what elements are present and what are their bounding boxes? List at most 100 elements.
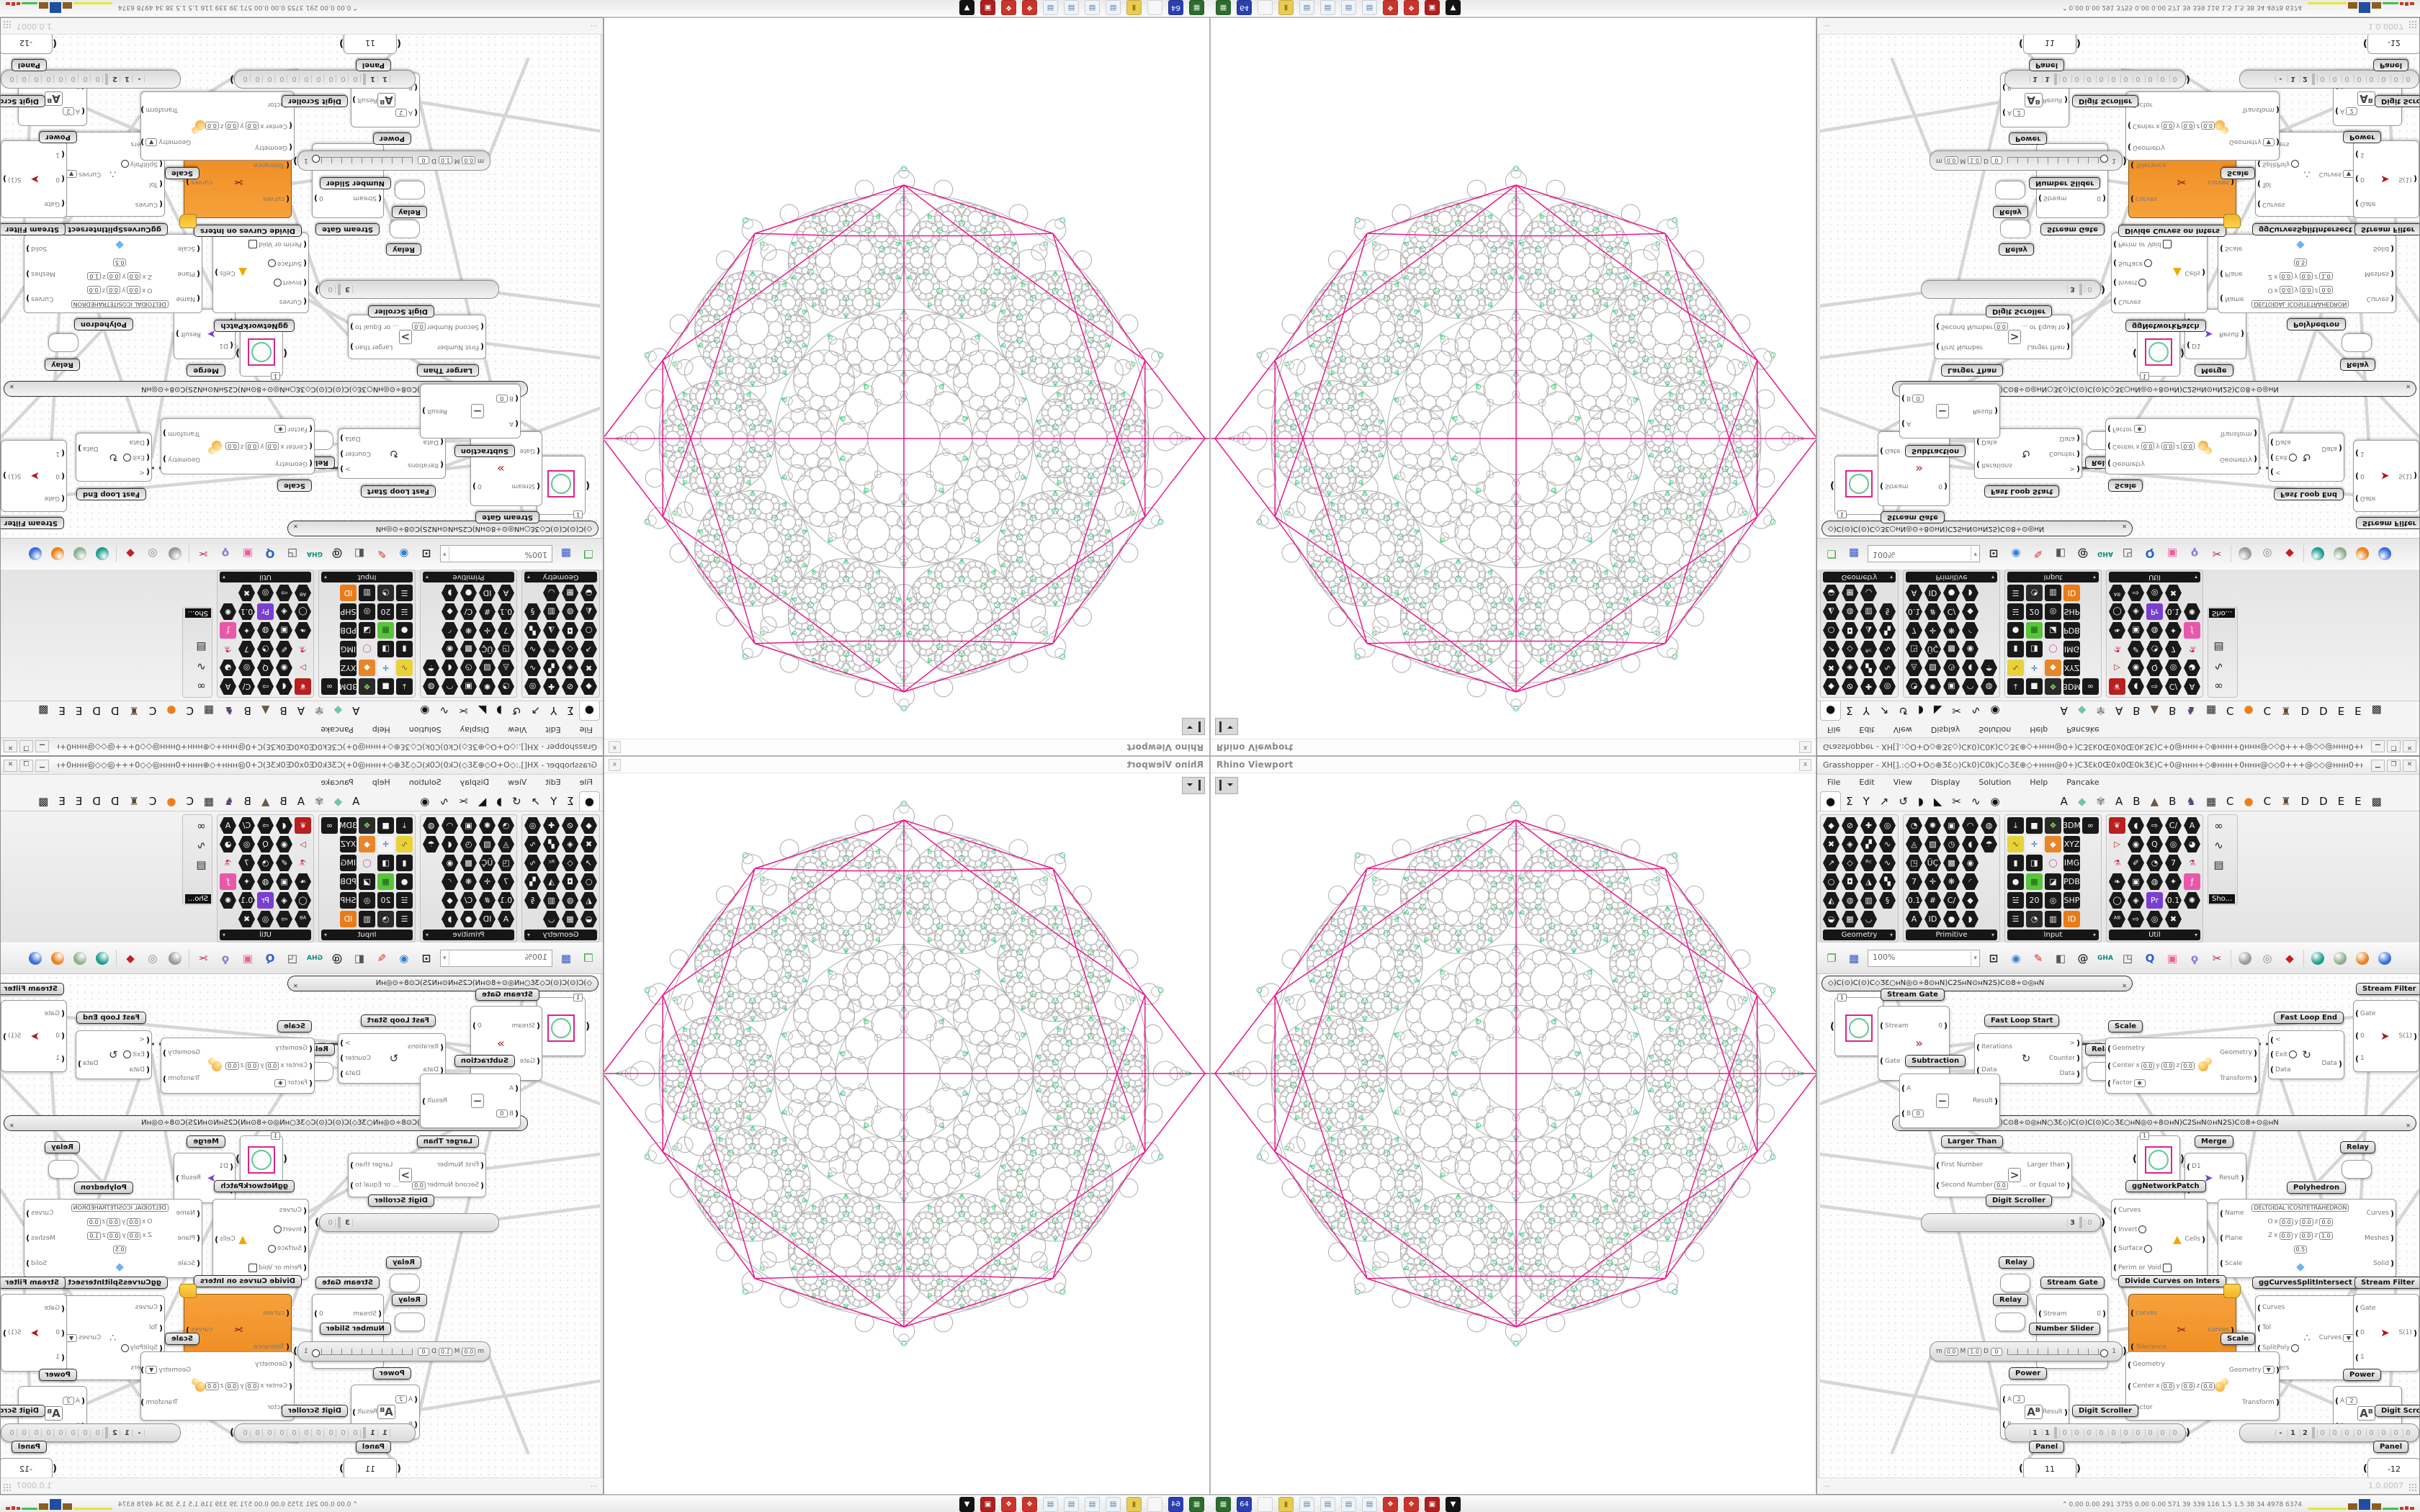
tab-icon-7[interactable]: ∿ <box>439 704 449 717</box>
palette-icon[interactable]: ◜ <box>1962 873 1978 890</box>
node-relay[interactable] <box>1995 1313 2025 1331</box>
tab-addon-5[interactable]: ▲ <box>2150 704 2159 717</box>
node-label-panel[interactable]: Panel <box>355 59 391 71</box>
tab-addon-3[interactable]: A <box>2115 704 2123 717</box>
tab-icon-8[interactable]: ◉ <box>420 704 430 717</box>
quick-launch-icon-2[interactable] <box>1258 0 1273 15</box>
palette-icon[interactable]: 0.1 <box>238 892 255 909</box>
node-label-ggcurvessplitintersect[interactable]: ggCurvesSplitIntersect <box>2252 223 2359 235</box>
palette-icon[interactable]: ◎ <box>257 585 274 601</box>
palette-icon[interactable]: ◉ <box>442 641 458 657</box>
tab-addon-17[interactable]: ▩ <box>38 795 49 808</box>
node-label-digit-scroller[interactable]: Digit Scroller <box>281 1405 348 1417</box>
palette-icon[interactable]: ◯ <box>295 603 311 620</box>
quick-launch-icon-2[interactable] <box>1147 1497 1162 1512</box>
node-label-panel[interactable]: Panel <box>2029 59 2065 71</box>
palette-icon[interactable]: ⚗ <box>2184 855 2200 871</box>
tab-addon-14[interactable]: D <box>92 795 101 808</box>
node-stream-filter[interactable]: (Gate(0(1 ➤ S(1)) <box>2353 140 2419 218</box>
palette-icon[interactable]: ∿ <box>2007 660 2024 676</box>
palette-icon[interactable]: ◘ <box>1842 622 1858 639</box>
toolbar-icon-8[interactable]: GHA <box>307 550 323 557</box>
node-ggnetworkpatch[interactable]: (Curves(Invert(Surface(Perim or Void ▲ Cel… <box>2111 233 2208 313</box>
palette-icon[interactable]: ⚗ <box>295 855 311 871</box>
palette-icon[interactable]: ◡ <box>1860 911 1877 927</box>
menu-item-file[interactable]: File <box>1827 725 1841 735</box>
palette-icon[interactable]: ◮ <box>543 622 560 639</box>
palette-icon[interactable]: ◎ <box>2045 603 2061 620</box>
palette-icon[interactable]: ⇨ <box>2128 585 2144 601</box>
palette-icon[interactable]: ▣ <box>2128 873 2144 890</box>
palette-icon[interactable]: ◍ <box>562 603 578 620</box>
palette-icon[interactable]: ❧ <box>295 622 311 639</box>
palette-icon[interactable]: ∿ <box>2007 836 2024 852</box>
toolbar-display-ball[interactable] <box>2236 545 2254 562</box>
tab-icon-4[interactable]: ◗ <box>496 795 503 808</box>
resize-grip[interactable] <box>2408 1483 2417 1492</box>
palette-icon[interactable]: ◍ <box>2146 622 2163 639</box>
palette-icon[interactable]: ✛ <box>2026 660 2043 676</box>
palette-icon[interactable]: ◆ <box>581 817 597 834</box>
palette-icon[interactable]: ◪ <box>359 622 375 639</box>
tab-addon-4[interactable]: B <box>279 704 287 717</box>
palette-icon[interactable]: ∿ <box>524 641 541 657</box>
palette-icon[interactable]: ■ <box>2026 678 2043 695</box>
palette-icon[interactable]: ❦ <box>2109 817 2125 834</box>
palette-icon[interactable]: ❧ <box>2109 622 2125 639</box>
minimize-button[interactable]: ▁ <box>2371 740 2385 752</box>
node-label-larger-than[interactable]: Larger Than <box>1941 1135 2004 1148</box>
tab-icon-6[interactable]: ✂ <box>459 795 468 808</box>
node-merge[interactable]: (D1(D2➤Result) <box>174 309 236 359</box>
node-fast-loop-end[interactable]: (<(Exit(Data ↻ Data) <box>76 1030 152 1079</box>
node-label-panel[interactable]: Panel <box>11 1441 47 1453</box>
palette-icon[interactable]: Q <box>2146 660 2163 676</box>
maximize-button[interactable]: ❐ <box>19 760 33 772</box>
palette-icon[interactable]: IMG <box>340 641 357 657</box>
tab-addon-9[interactable]: C <box>2226 704 2234 717</box>
menu-item-edit[interactable]: Edit <box>1859 725 1875 735</box>
toolbar-icon-5[interactable]: ✎ <box>377 547 387 560</box>
palette-icon[interactable]: ❦ <box>2109 678 2125 695</box>
tab-icon-0[interactable]: Σ <box>567 795 574 808</box>
toolbar-icon-6[interactable]: ◧ <box>354 547 365 560</box>
palette-icon[interactable]: ⚗ <box>295 641 311 657</box>
palette-icon[interactable]: ƒ <box>220 873 236 890</box>
tab-icon-5[interactable]: ◣ <box>1933 704 1942 717</box>
node-label-digit-scroller[interactable]: Digit Scroller <box>2072 1405 2139 1417</box>
toolbar-display-ball[interactable] <box>94 950 111 967</box>
toolbar-icon-8[interactable]: GHA <box>2097 955 2113 962</box>
tab-addon-12[interactable]: ♜ <box>129 795 139 808</box>
palette-icon[interactable]: ⚗ <box>220 641 236 657</box>
toolbar-icon-7[interactable]: @ <box>2077 952 2089 965</box>
resize-grip[interactable] <box>2408 20 2417 29</box>
palette-icon[interactable]: ◬ <box>498 660 514 676</box>
node-label-larger-than[interactable]: Larger Than <box>416 1135 479 1148</box>
menu-item-pancake[interactable]: Pancake <box>2066 777 2099 787</box>
node-label-stream-gate[interactable]: Stream Gate <box>475 989 539 1001</box>
node-circle-param[interactable]: 1() <box>236 329 287 380</box>
tab-addon-12[interactable]: ♜ <box>129 704 139 717</box>
toolbar-icon-0[interactable]: ❐ <box>583 547 593 560</box>
node-label-power[interactable]: Power <box>2343 1369 2382 1381</box>
node-label-digit-scroller[interactable]: Digit Scroller <box>2375 1405 2419 1417</box>
toolbar-icon-6[interactable]: ◧ <box>354 952 365 965</box>
palette-icon[interactable]: ▣ <box>1943 678 1960 695</box>
palette-icon[interactable]: ❦ <box>295 817 311 834</box>
tab-addon-8[interactable]: ▦ <box>2205 704 2217 717</box>
node-relay[interactable] <box>48 1160 79 1179</box>
node-scale[interactable]: (Geometry(Center x 0.0 y 0.0 z 0.0(Factor ✱ Geom… <box>161 1038 315 1094</box>
palette-icon[interactable]: ƒ <box>2184 873 2200 890</box>
node-relay[interactable] <box>2341 1160 2372 1179</box>
tab-addon-15[interactable]: E <box>75 704 83 717</box>
palette-icon[interactable]: ☰ <box>2007 585 2024 601</box>
palette-icon[interactable]: ✐ <box>276 855 292 871</box>
palette-icon[interactable]: ◜ <box>1962 622 1978 639</box>
palette-icon[interactable]: ∿ <box>2214 660 2223 674</box>
palette-icon[interactable]: 7 <box>1906 622 1922 639</box>
tab-icon-6[interactable]: ✂ <box>1952 704 1961 717</box>
node-circle-param[interactable]: 1() <box>1830 456 1888 518</box>
palette-icon[interactable]: ᴿᶜ <box>543 855 560 871</box>
palette-icon[interactable]: ∿ <box>524 855 541 871</box>
menu-item-view[interactable]: View <box>1893 777 1912 787</box>
